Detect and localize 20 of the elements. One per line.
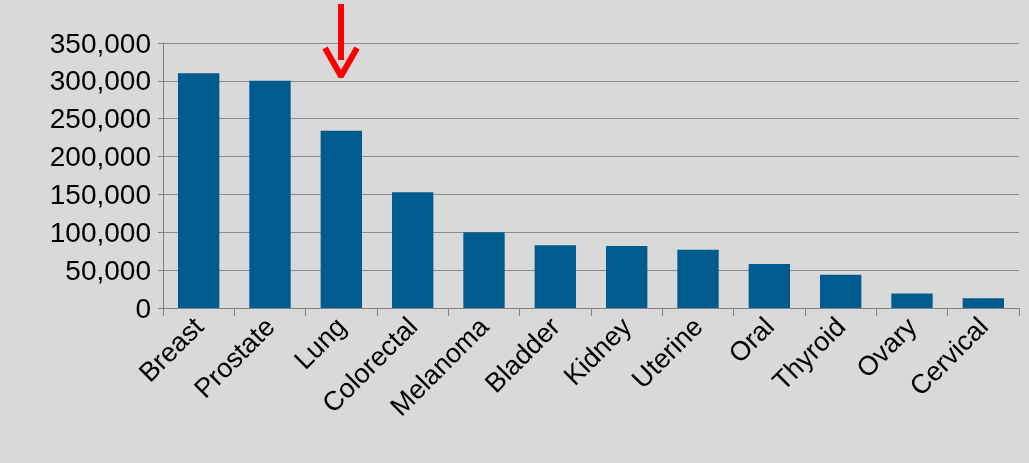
bar xyxy=(249,80,291,308)
bar xyxy=(677,249,719,308)
y-tick-label: 100,000 xyxy=(49,216,151,248)
bar xyxy=(177,73,220,308)
bar xyxy=(962,298,1005,308)
y-tick-label: 150,000 xyxy=(49,178,151,210)
y-tick-label: 300,000 xyxy=(49,65,151,97)
y-tick-label: 200,000 xyxy=(49,141,151,173)
y-tick-label: 250,000 xyxy=(49,103,151,135)
bar xyxy=(819,274,862,308)
bar xyxy=(605,245,648,308)
bar xyxy=(891,293,933,308)
y-tick-label: 0 xyxy=(135,292,151,324)
bar xyxy=(463,232,505,308)
bar xyxy=(748,264,791,308)
bar xyxy=(534,245,577,308)
bar xyxy=(391,192,434,308)
y-tick-label: 350,000 xyxy=(49,27,151,59)
bar xyxy=(320,130,363,308)
y-tick-label: 50,000 xyxy=(65,254,151,286)
